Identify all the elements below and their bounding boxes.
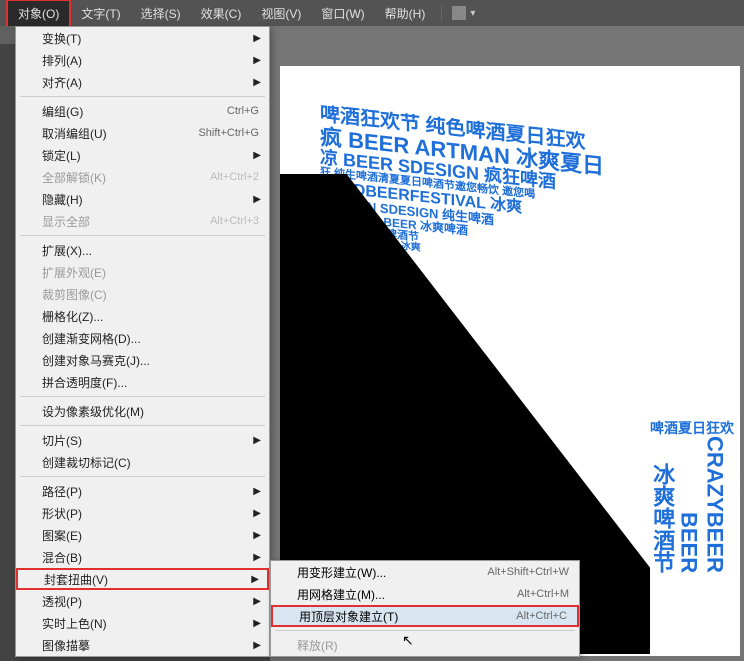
menu-item[interactable]: 创建对象马赛克(J)... <box>16 349 269 371</box>
envelope-distort-submenu: 用变形建立(W)...Alt+Shift+Ctrl+W用网格建立(M)...Al… <box>270 560 580 657</box>
menu-item[interactable]: 实时上色(N)▶ <box>16 612 269 634</box>
menu-item[interactable]: 拼合透明度(F)... <box>16 371 269 393</box>
submenu-item[interactable]: 用变形建立(W)...Alt+Shift+Ctrl+W <box>271 561 579 583</box>
menubar-item-5[interactable]: 窗口(W) <box>311 1 374 26</box>
menu-item[interactable]: 封套扭曲(V)▶ <box>16 568 269 590</box>
menu-item[interactable]: 排列(A)▶ <box>16 49 269 71</box>
menu-item[interactable]: 对齐(A)▶ <box>16 71 269 93</box>
artwork-side-text: 啤酒夏日狂欢冰爽啤酒节BEERCRAZYBEER <box>650 421 744 576</box>
submenu-item[interactable]: 用网格建立(M)...Alt+Ctrl+M <box>271 583 579 605</box>
menu-item[interactable]: 设为像素级优化(M) <box>16 400 269 422</box>
menubar-item-0[interactable]: 对象(O) <box>6 0 71 28</box>
menu-item[interactable]: 混合(B)▶ <box>16 546 269 568</box>
arrange-icon[interactable] <box>452 6 466 20</box>
menu-item[interactable]: 创建渐变网格(D)... <box>16 327 269 349</box>
menu-item[interactable]: 形状(P)▶ <box>16 502 269 524</box>
object-menu-dropdown: 变换(T)▶排列(A)▶对齐(A)▶ 编组(G)Ctrl+G取消编组(U)Shif… <box>15 26 270 657</box>
menubar-item-6[interactable]: 帮助(H) <box>375 1 436 26</box>
menu-item[interactable]: 隐藏(H)▶ <box>16 188 269 210</box>
menu-item: 全部解锁(K)Alt+Ctrl+2 <box>16 166 269 188</box>
menu-item[interactable]: 取消编组(U)Shift+Ctrl+G <box>16 122 269 144</box>
menu-item[interactable]: 编组(G)Ctrl+G <box>16 100 269 122</box>
menu-item[interactable]: 图像描摹▶ <box>16 634 269 656</box>
menu-item[interactable]: 栅格化(Z)... <box>16 305 269 327</box>
menubar-item-1[interactable]: 文字(T) <box>71 1 130 26</box>
menu-item[interactable]: 图案(E)▶ <box>16 524 269 546</box>
menu-item[interactable]: 变换(T)▶ <box>16 27 269 49</box>
menu-item: 扩展外观(E) <box>16 261 269 283</box>
menu-item: 显示全部Alt+Ctrl+3 <box>16 210 269 232</box>
menubar-item-3[interactable]: 效果(C) <box>191 1 252 26</box>
menu-item: 裁剪图像(C) <box>16 283 269 305</box>
menu-item[interactable]: 路径(P)▶ <box>16 480 269 502</box>
menu-item[interactable]: 切片(S)▶ <box>16 429 269 451</box>
menu-item[interactable]: 创建裁切标记(C) <box>16 451 269 473</box>
menubar-item-4[interactable]: 视图(V) <box>251 1 311 26</box>
menu-item[interactable]: 透视(P)▶ <box>16 590 269 612</box>
menubar-item-2[interactable]: 选择(S) <box>131 1 191 26</box>
menubar: 对象(O)文字(T)选择(S)效果(C)视图(V)窗口(W)帮助(H)▾ <box>0 0 744 26</box>
submenu-item: 释放(R) <box>271 634 579 656</box>
menu-item[interactable]: 锁定(L)▶ <box>16 144 269 166</box>
menu-item[interactable]: 扩展(X)... <box>16 239 269 261</box>
submenu-item[interactable]: 用顶层对象建立(T)Alt+Ctrl+C <box>271 605 579 627</box>
